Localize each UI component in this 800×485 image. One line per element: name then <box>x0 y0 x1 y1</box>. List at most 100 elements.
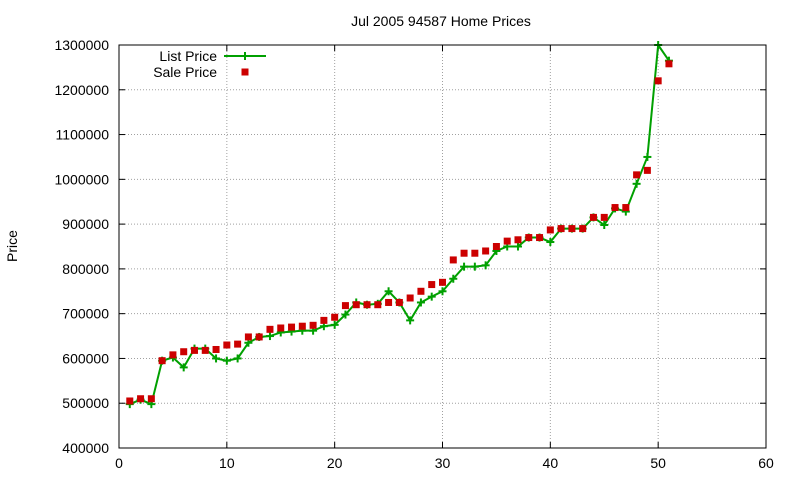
sale-price-point <box>309 321 317 329</box>
grid-lines <box>119 45 766 448</box>
sale-price-point <box>460 249 468 257</box>
sale-price-point <box>600 213 608 221</box>
x-tick-label: 10 <box>219 455 235 471</box>
sale-price-point <box>536 234 544 242</box>
sale-price-point <box>482 247 490 255</box>
sale-price-point <box>201 346 209 354</box>
x-tick-label: 0 <box>115 455 123 471</box>
sale-price-point <box>428 281 436 289</box>
x-tick-label: 60 <box>758 455 774 471</box>
sale-price-point <box>320 316 328 324</box>
y-tick-label: 500000 <box>62 395 109 411</box>
sale-price-point <box>643 166 651 174</box>
sale-price-point <box>234 340 242 348</box>
x-tick-label: 20 <box>327 455 343 471</box>
x-tick-label: 50 <box>650 455 666 471</box>
sale-price-point <box>589 213 597 221</box>
sale-price-point <box>190 346 198 354</box>
sale-price-point <box>654 77 662 85</box>
sale-price-point <box>557 225 565 233</box>
list-price-point <box>341 310 350 319</box>
legend-square-marker <box>241 68 249 76</box>
legend-label: Sale Price <box>153 64 217 80</box>
y-tick-label: 600000 <box>62 350 109 366</box>
list-price-point <box>212 354 221 363</box>
list-price-point <box>438 287 447 296</box>
sale-price-point <box>546 226 554 234</box>
sale-price-point <box>471 249 479 257</box>
list-price-point <box>427 292 436 301</box>
list-price-point <box>416 298 425 307</box>
sale-price-point <box>298 322 306 330</box>
data-series <box>125 41 673 409</box>
sale-price-point <box>223 341 231 349</box>
sale-price-point <box>255 333 263 341</box>
sale-price-point <box>439 278 446 286</box>
sale-price-point <box>665 60 673 68</box>
sale-price-point <box>406 294 414 302</box>
sale-price-point <box>622 204 630 212</box>
legend-plus-marker <box>241 52 249 60</box>
y-tick-label: 1000000 <box>54 171 109 187</box>
y-tick-label: 400000 <box>62 440 109 456</box>
sale-price-point <box>579 225 587 233</box>
sale-price-point <box>611 204 619 212</box>
chart-title: Jul 2005 94587 Home Prices <box>351 13 531 29</box>
sale-price-point <box>525 234 533 242</box>
list-price-point <box>513 242 522 251</box>
sale-price-point <box>417 287 425 295</box>
sale-price-point <box>568 225 576 233</box>
sale-price-point <box>514 236 522 244</box>
axis-ticks: 0 10 20 30 40 50 60 400000 500000 600000 700000 800… <box>54 37 774 471</box>
sale-price-point <box>395 298 403 306</box>
y-tick-label: 700000 <box>62 306 109 322</box>
sale-price-point <box>363 301 371 309</box>
list-price-point <box>546 238 555 247</box>
list-price-point <box>222 356 231 365</box>
sale-price-point <box>158 357 166 365</box>
sale-price-point <box>212 345 220 353</box>
list-price-point <box>600 221 609 230</box>
sale-price-point <box>385 298 393 306</box>
sale-price-point <box>492 243 500 250</box>
list-price-point <box>179 363 188 372</box>
list-price-point <box>265 332 274 341</box>
series-sale-price <box>126 60 673 405</box>
y-tick-label: 1100000 <box>56 127 110 143</box>
y-axis-label: Price <box>4 230 20 262</box>
list-price-point <box>406 316 415 325</box>
sale-price-point <box>266 325 274 333</box>
y-tick-label: 800000 <box>62 261 109 277</box>
list-price-point <box>384 287 393 296</box>
x-tick-label: 30 <box>435 455 451 471</box>
list-price-point <box>233 354 242 363</box>
list-price-point <box>632 179 641 188</box>
legend-label: List Price <box>159 48 217 64</box>
y-tick-label: 1200000 <box>54 82 109 98</box>
sale-price-point <box>449 256 457 264</box>
sale-price-point <box>341 302 349 310</box>
list-price-point <box>643 152 652 161</box>
y-tick-label: 900000 <box>62 216 109 232</box>
list-price-line <box>129 42 670 406</box>
y-tick-label: 1300000 <box>54 37 109 53</box>
sale-price-point <box>288 323 296 331</box>
x-tick-label: 40 <box>543 455 559 471</box>
sale-price-point <box>169 351 177 359</box>
sale-price-point <box>180 348 188 356</box>
sale-price-point <box>147 395 155 403</box>
list-price-point <box>460 262 469 271</box>
sale-price-point <box>331 313 339 321</box>
sale-price-point <box>503 237 511 245</box>
list-price-point <box>470 262 479 271</box>
plot-frame <box>118 44 767 449</box>
list-price-point <box>449 274 458 283</box>
sale-price-point <box>374 301 382 309</box>
sale-price-point <box>352 301 360 309</box>
sale-price-point <box>277 324 285 332</box>
list-price-point <box>481 261 490 270</box>
sale-price-point <box>126 397 134 405</box>
